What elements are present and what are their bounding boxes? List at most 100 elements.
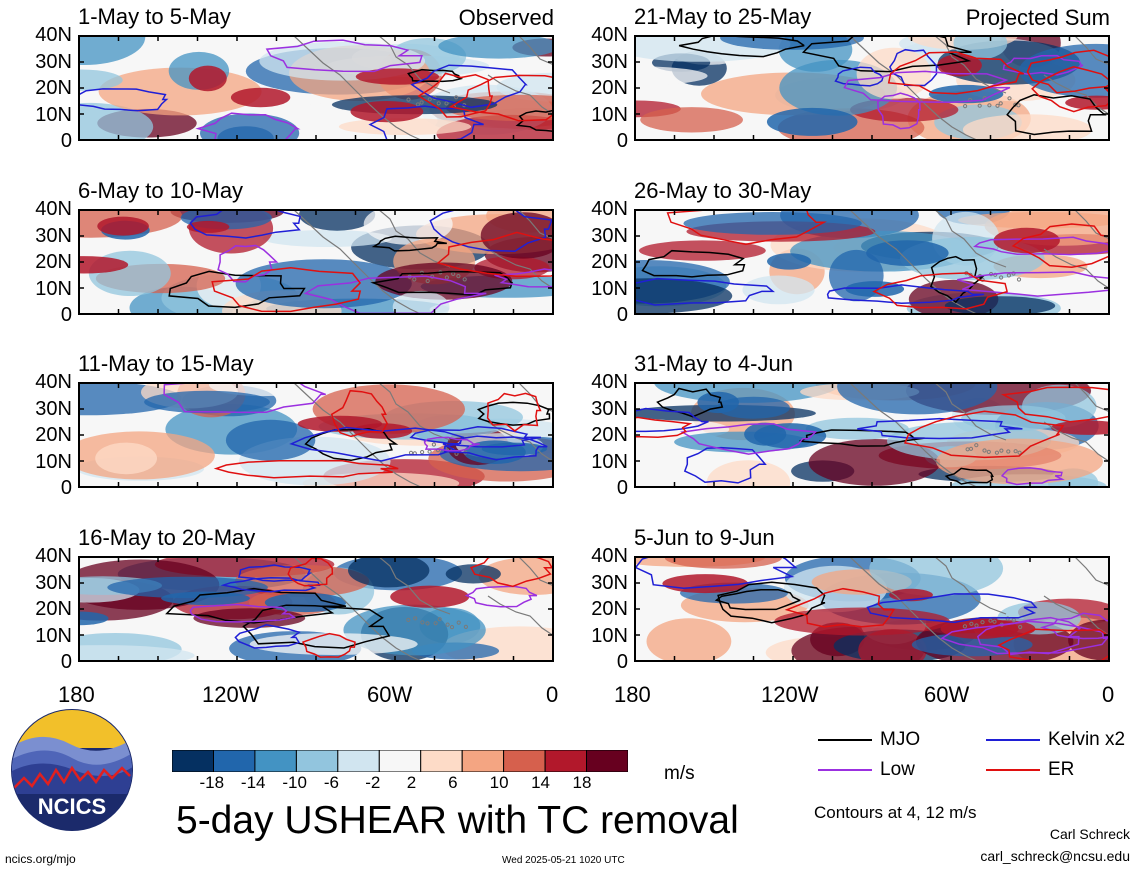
coastline [292, 382, 554, 488]
island [413, 616, 418, 621]
shear-anomaly-area [235, 259, 412, 309]
island [999, 448, 1004, 453]
shear-anomaly-core [230, 87, 291, 108]
y-tick-label: 40N [591, 24, 628, 46]
contour-er [486, 392, 542, 432]
colorbar-swatch [213, 750, 256, 772]
legend-line-er [986, 769, 1040, 771]
y-tick-label: 30N [35, 397, 72, 420]
shear-anomaly-area [436, 114, 554, 141]
island [987, 103, 992, 108]
shear-anomaly-core [188, 65, 227, 92]
footer-email: carl_schreck@ncsu.edu [980, 848, 1130, 864]
y-tick-label: 0 [60, 651, 72, 673]
contour-low [973, 236, 1110, 256]
y-tick-label: 20N [591, 424, 628, 446]
logo-text: NCICS [38, 794, 106, 819]
shear-anomaly-area [144, 390, 270, 414]
legend-label: Low [880, 759, 915, 780]
shear-anomaly-core [662, 574, 749, 594]
shear-anomaly-core [78, 611, 109, 626]
contour-low [976, 616, 1082, 656]
island [431, 442, 436, 447]
island [406, 97, 411, 102]
colorbar-label: 2 [406, 773, 417, 792]
panel-title: 21-May to 25-May [634, 4, 812, 29]
contour-mjo [678, 35, 805, 58]
contour-er [330, 389, 388, 438]
shear-anomaly-area [478, 557, 554, 595]
island [999, 275, 1004, 280]
shear-map [634, 556, 1110, 662]
shear-anomaly-area [936, 438, 1103, 485]
contour-low [877, 92, 921, 130]
x-tick-right-0: 0 [1102, 682, 1115, 707]
contour-kelvin-x2 [634, 556, 798, 589]
legend-label: MJO [880, 729, 921, 750]
island [412, 277, 417, 282]
island [1017, 450, 1022, 455]
contour-er [872, 272, 1008, 310]
legend-label: ER [1048, 759, 1075, 780]
shear-map [634, 35, 1110, 141]
colorbar-label: -18 [199, 773, 225, 792]
shear-anomaly-area [78, 69, 123, 91]
panel-corner-label: Projected Sum [965, 5, 1110, 30]
y-tick-label: 30N [591, 224, 628, 247]
contour-kelvin-x2 [834, 66, 884, 87]
panel-title: 16-May to 20-May [78, 525, 256, 550]
contour-kelvin-x2 [866, 593, 1038, 624]
contour-er [213, 459, 399, 479]
y-tick-label: 30N [591, 397, 628, 420]
y-tick-label: 10N [35, 624, 72, 647]
colorbar-swatch [378, 750, 422, 772]
shear-anomaly-core [974, 620, 1036, 638]
contour-low [1002, 54, 1084, 76]
map-panel [78, 382, 554, 488]
contour-low [957, 271, 1110, 297]
island [998, 101, 1003, 106]
contour-kelvin-x2 [634, 277, 775, 306]
footer-timestamp: Wed 2025-05-21 1020 UTC [502, 855, 625, 866]
contour-mjo [371, 235, 447, 252]
island [420, 450, 425, 455]
contour-kelvin-x2 [234, 624, 301, 649]
map-panel [634, 382, 1110, 488]
island [1018, 624, 1023, 630]
contour-low [464, 585, 538, 608]
y-tick-label: 20N [35, 598, 72, 620]
contour-er [1000, 386, 1110, 423]
shear-anomaly-area [646, 618, 732, 662]
x-tick-right-120w: 120W [761, 682, 819, 707]
contour-kelvin-x2 [857, 417, 1023, 440]
y-tick-label: 30N [35, 50, 72, 73]
map-panel [78, 209, 554, 315]
shear-map [634, 382, 1110, 488]
shear-anomaly-area [962, 114, 1092, 141]
island [406, 617, 411, 623]
colorbar-label: 10 [489, 773, 509, 792]
shear-anomaly-area [742, 275, 815, 305]
y-tick-label: 0 [616, 477, 628, 499]
shear-anomaly-area [78, 102, 154, 141]
contour-mjo [515, 109, 554, 133]
contour-kelvin-x2 [410, 64, 528, 109]
coastline [292, 35, 554, 141]
shear-anomaly-core [97, 216, 149, 236]
x-tick-left-0: 0 [546, 682, 559, 707]
x-tick-right-180: 180 [614, 682, 651, 707]
contour-mjo [656, 387, 724, 418]
contour-er [666, 209, 827, 246]
y-tick-label: 0 [60, 130, 72, 152]
shear-anomaly-area [338, 118, 472, 135]
island [962, 624, 967, 629]
contour-low [217, 244, 279, 283]
contour-low [163, 382, 326, 414]
shear-anomaly-core [993, 227, 1060, 254]
island [433, 621, 438, 626]
x-tick-left-60w: 60W [367, 682, 413, 707]
contours-note: Contours at 4, 12 m/s [814, 803, 977, 822]
contour-er [903, 410, 1065, 459]
island [995, 103, 1000, 108]
colorbar-swatch [172, 750, 214, 772]
